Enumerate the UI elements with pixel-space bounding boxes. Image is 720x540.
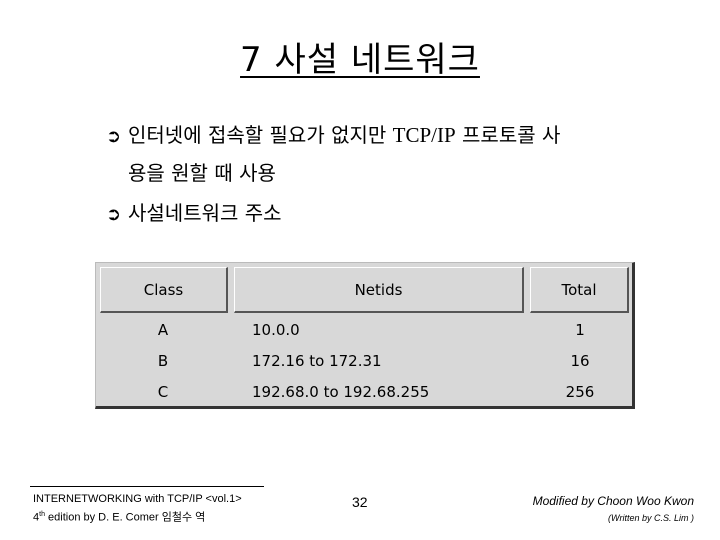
bullet-1-text-c: 프로토콜 사: [455, 123, 561, 147]
cell-class: C: [157, 383, 169, 401]
bullet-2: ➲ 사설네트워크 주소: [106, 196, 706, 232]
footer-source-line1: INTERNETWORKING with TCP/IP <vol.1>: [33, 493, 242, 505]
footer-credit: Modified by Choon Woo Kwon (Written by C…: [533, 493, 694, 527]
arrow-bullet-icon: ➲: [106, 126, 122, 147]
bullet-1-continuation: 용을 원할 때 사용: [128, 161, 276, 185]
footer-source: INTERNETWORKING with TCP/IP <vol.1> 4th …: [33, 492, 242, 526]
bullet-1-text-b: TCP/IP: [392, 123, 456, 147]
edition-rest: edition by D. E. Comer 임철수 역: [44, 511, 206, 524]
cell-total: 256: [565, 383, 595, 401]
footer-credit-line1: Modified by Choon Woo Kwon: [532, 494, 694, 508]
slide-title: 7 사설 네트워크: [240, 40, 480, 80]
cell-total: 1: [575, 321, 585, 339]
header-netids: Netids: [234, 267, 524, 313]
footer-credit-line2: (Written by C.S. Lim ): [607, 513, 694, 523]
cell-total: 16: [570, 352, 590, 370]
bullet-2-text: 사설네트워크 주소: [128, 201, 282, 225]
cell-netids: 172.16 to 172.31: [252, 352, 382, 370]
table-row: A 10.0.0 1: [96, 315, 632, 345]
cell-class: B: [157, 352, 169, 370]
cell-netids: 10.0.0: [252, 321, 300, 339]
private-address-table: Class Netids Total A 10.0.0 1 B 172.16 t…: [95, 262, 635, 409]
page-number: 32: [352, 494, 368, 510]
edition-suffix: th: [39, 511, 45, 518]
bullet-1-text-a: 인터넷에 접속할 필요가 없지만: [128, 123, 393, 147]
arrow-bullet-icon: ➲: [106, 204, 122, 225]
table-row: B 172.16 to 172.31 16: [96, 346, 632, 376]
header-class: Class: [100, 267, 228, 313]
bullet-1: ➲ 인터넷에 접속할 필요가 없지만 TCP/IP 프로토콜 사: [106, 118, 706, 154]
table-row: C 192.68.0 to 192.68.255 256: [96, 377, 632, 407]
cell-class: A: [157, 321, 169, 339]
footer-source-line2: 4th edition by D. E. Comer 임철수 역: [33, 507, 242, 526]
footer-divider: [30, 486, 264, 487]
header-total: Total: [530, 267, 629, 313]
edition-number: 4: [33, 511, 40, 524]
cell-netids: 192.68.0 to 192.68.255: [252, 383, 430, 401]
